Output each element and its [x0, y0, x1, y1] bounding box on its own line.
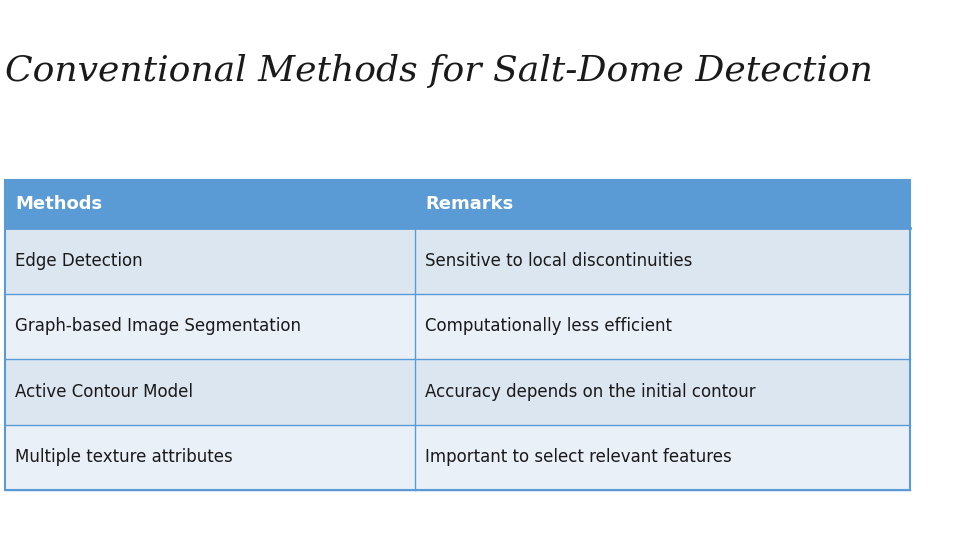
Text: Accuracy depends on the initial contour: Accuracy depends on the initial contour	[425, 383, 756, 401]
Text: Methods: Methods	[15, 195, 102, 213]
Bar	[5, 228, 910, 294]
Bar	[5, 294, 910, 359]
Text: Conventional Methods for Salt-Dome Detection: Conventional Methods for Salt-Dome Detec…	[5, 54, 873, 88]
Bar	[5, 180, 910, 490]
Text: Active Contour Model: Active Contour Model	[15, 383, 193, 401]
Bar	[5, 359, 910, 424]
Text: Graph-based Image Segmentation: Graph-based Image Segmentation	[15, 317, 301, 335]
Text: Important to select relevant features: Important to select relevant features	[425, 448, 732, 466]
Text: Remarks: Remarks	[425, 195, 514, 213]
Text: Edge Detection: Edge Detection	[15, 252, 143, 270]
Text: Sensitive to local discontinuities: Sensitive to local discontinuities	[425, 252, 692, 270]
Bar	[5, 424, 910, 490]
Text: Computationally less efficient: Computationally less efficient	[425, 317, 672, 335]
Bar	[5, 180, 910, 228]
Text: Multiple texture attributes: Multiple texture attributes	[15, 448, 232, 466]
